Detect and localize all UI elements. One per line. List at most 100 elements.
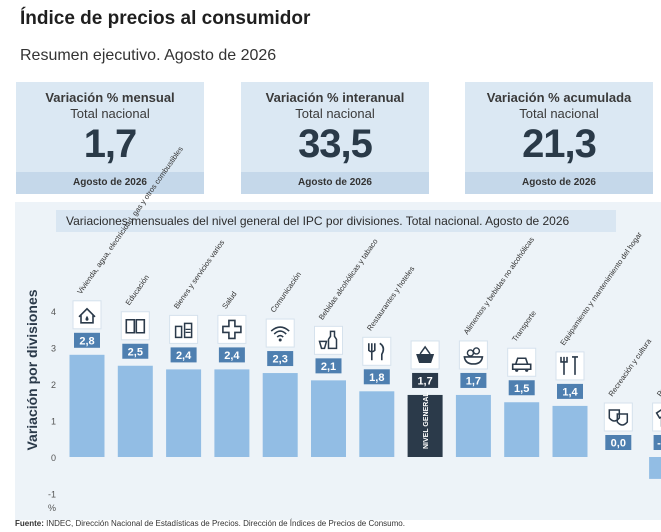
card-period: Agosto de 2026 (241, 172, 429, 194)
card-label: Variación % acumulada (486, 90, 632, 105)
x-category-label: Restaurantes y hoteles (365, 264, 417, 332)
basket-icon (416, 345, 435, 363)
bar (262, 373, 298, 457)
card-period: Agosto de 2026 (465, 172, 653, 194)
data-label: 2,5 (128, 346, 143, 358)
car-icon (511, 357, 532, 372)
icon-box (555, 351, 585, 381)
bar (552, 405, 588, 457)
value-badge (315, 358, 342, 374)
health-cross-icon (222, 319, 242, 340)
data-label: 1,5 (514, 383, 529, 395)
value-badge (74, 332, 100, 348)
bottle-glass-icon (318, 330, 338, 350)
card-value: 33,5 (298, 122, 373, 166)
icon-box (120, 311, 150, 341)
x-category-label: Recreación y cultura (607, 336, 654, 398)
bar (455, 394, 491, 457)
x-category-label: Bienes y servicios varios (172, 238, 227, 311)
card-sublabel: Total nacional (70, 106, 150, 121)
bar (311, 380, 346, 457)
x-category-label: Salud (220, 290, 238, 311)
x-category-label: Prendas de vestir y calzado (655, 318, 661, 399)
bar (117, 365, 153, 457)
data-label: 1,7 (417, 375, 432, 387)
value-badge (170, 347, 197, 363)
bar (69, 354, 105, 457)
icon-box (72, 300, 102, 330)
wifi-icon (270, 326, 290, 342)
bar (649, 457, 661, 479)
y-tick-label: 3 (51, 344, 56, 354)
card-accumulated-variation: Variación % acumulada Total nacional 21,… (465, 82, 653, 194)
bar (214, 369, 250, 457)
value-badge (460, 372, 487, 388)
icon-box (265, 318, 295, 348)
bar (407, 394, 443, 457)
page-subtitle: Resumen ejecutivo. Agosto de 2026 (20, 47, 277, 64)
card-value: 1,7 (83, 122, 138, 166)
card-monthly-variation: Variación % mensual Total nacional 1,7 A… (16, 82, 204, 194)
icon-box (169, 314, 199, 344)
value-badge (653, 435, 661, 450)
card-label: Variación % interanual (265, 90, 405, 105)
source-text: INDEC, Dirección Nacional de Estadística… (43, 519, 405, 528)
source-note: Fuente: INDEC, Dirección Nacional de Est… (15, 519, 405, 528)
value-badge (122, 343, 149, 359)
y-tick-label: 2 (51, 380, 56, 390)
icon-box (652, 402, 661, 432)
value-badge (557, 383, 583, 399)
value-badge (267, 351, 294, 367)
value-badge (605, 435, 632, 450)
page-title: Índice de precios al consumidor (20, 8, 311, 29)
icon-box (362, 336, 392, 366)
y-tick-label: -1 (48, 490, 56, 500)
cutlery-icon (367, 342, 385, 361)
data-label: 1,7 (466, 375, 481, 387)
bar-category-label: NIVEL GENERAL (423, 392, 430, 449)
card-period: Agosto de 2026 (16, 172, 204, 194)
value-badge (508, 380, 535, 396)
y-tick-label: 4 (51, 307, 56, 317)
house-drop-icon (78, 307, 96, 324)
card-yearly-variation: Variación % interanual Total nacional 33… (241, 82, 429, 194)
bar (166, 369, 202, 457)
book-icon (125, 318, 146, 334)
y-tick-label: 1 (51, 417, 56, 427)
data-label: 2,4 (176, 350, 192, 362)
food-bowl-icon (463, 347, 484, 365)
icon-box (507, 347, 537, 377)
bar (504, 402, 540, 457)
x-category-label: Comunicación (268, 270, 303, 314)
x-category-label: Transporte (510, 309, 538, 344)
card-label: Variación % mensual (45, 90, 175, 105)
data-label: 0,0 (611, 438, 626, 450)
card-sublabel: Total nacional (519, 106, 599, 121)
bar (359, 391, 395, 457)
theater-masks-icon (608, 409, 629, 426)
value-badge (218, 347, 245, 363)
x-category-label: Equipamiento y mantenimiento del hogar (558, 230, 644, 347)
data-label: 2,3 (273, 354, 288, 366)
card-value: 21,3 (522, 122, 597, 166)
tools-icon (560, 356, 578, 375)
y-axis-label: Variación por divisiones (24, 289, 40, 450)
data-label: 1,4 (562, 386, 578, 398)
x-category-label: Educación (124, 273, 151, 307)
source-label: Fuente: (15, 519, 44, 528)
card-sublabel: Total nacional (295, 106, 375, 121)
x-category-label: Vivienda, agua, electricidad, gas y otro… (75, 145, 185, 296)
y-tick-label: 0 (51, 453, 56, 463)
data-label: 2,8 (79, 335, 94, 347)
value-badge (363, 369, 390, 385)
icon-box (603, 402, 633, 432)
y-unit-label: % (48, 503, 56, 513)
data-label: 1,8 (369, 372, 384, 384)
data-label: 2,1 (321, 361, 336, 373)
chart-title: Variaciones mensuales del nivel general … (56, 210, 616, 232)
x-category-label: Bebidas alcohólicas y tabaco (317, 237, 380, 321)
value-badge (412, 372, 439, 388)
data-label: 2,4 (224, 350, 240, 362)
data-label: -0,6 (657, 438, 661, 450)
